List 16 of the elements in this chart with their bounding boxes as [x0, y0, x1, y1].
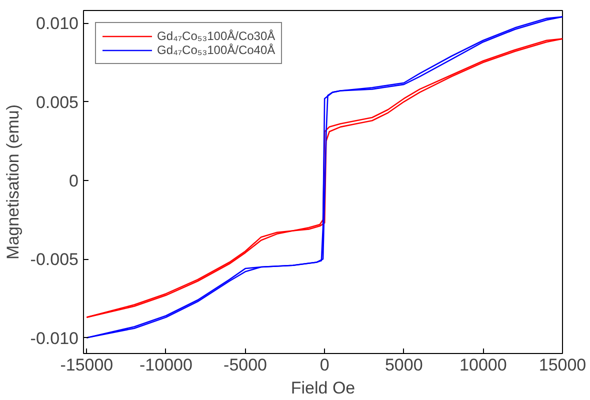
x-tick-label: -15000 — [60, 356, 114, 374]
y-tick-label: -0.005 — [30, 250, 78, 270]
x-axis-title: Field Oe — [290, 378, 356, 398]
x-tick-label: 5000 — [384, 356, 423, 374]
y-tick-label: -0.010 — [30, 328, 78, 348]
y-tick-label: 0.010 — [36, 14, 79, 34]
legend-label: Gd₄₇Co₅₃100Å/Co40Å — [157, 43, 276, 57]
x-tick-label: 0 — [320, 356, 330, 374]
x-tick-label: 10000 — [460, 356, 507, 374]
y-tick-label: 0 — [69, 171, 79, 190]
x-tick-label: 15000 — [538, 356, 586, 374]
legend-label: Gd₄₇Co₅₃100Å/Co30Å — [157, 29, 276, 43]
y-axis-title: Magnetisation (emu) — [3, 104, 22, 260]
x-tick-label: -5000 — [224, 356, 268, 374]
y-tick-label: 0.005 — [36, 92, 79, 112]
x-tick-label: -10000 — [140, 356, 192, 374]
